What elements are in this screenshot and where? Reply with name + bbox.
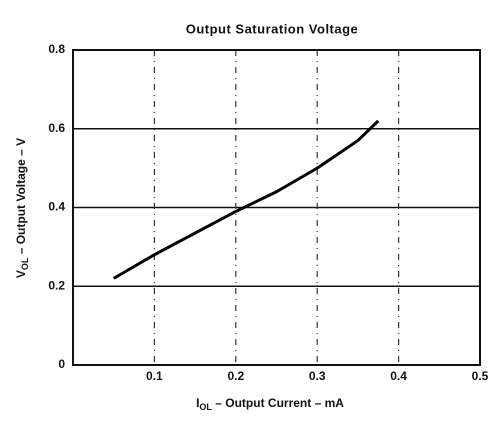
x-tick-label: 0.1 (146, 369, 163, 383)
x-label-sub: OL (199, 402, 212, 412)
x-tick-label: 0.5 (472, 369, 489, 383)
y-tick-label: 0.6 (48, 121, 65, 135)
y-label-rest: – Output Voltage – V (14, 138, 28, 258)
x-axis-label: IOL – Output Current – mA (196, 396, 344, 412)
x-tick-label: 0.3 (309, 369, 326, 383)
x-label-rest: – Output Current – mA (212, 396, 344, 410)
y-tick-label: 0.4 (48, 200, 65, 214)
chart-title: Output Saturation Voltage (186, 21, 359, 36)
x-tick-label: 0.4 (390, 369, 407, 383)
y-axis-label: VOL – Output Voltage – V (14, 138, 30, 278)
data-line (112, 119, 380, 280)
y-label-sub: OL (20, 257, 30, 270)
x-label-main: I (196, 396, 199, 410)
x-tick-label: 0.2 (227, 369, 244, 383)
y-tick-label: 0 (58, 357, 65, 371)
y-tick-label: 0.8 (48, 42, 65, 56)
plot-frame (72, 49, 481, 366)
y-tick-label: 0.2 (48, 278, 65, 292)
y-label-main: V (14, 270, 28, 278)
